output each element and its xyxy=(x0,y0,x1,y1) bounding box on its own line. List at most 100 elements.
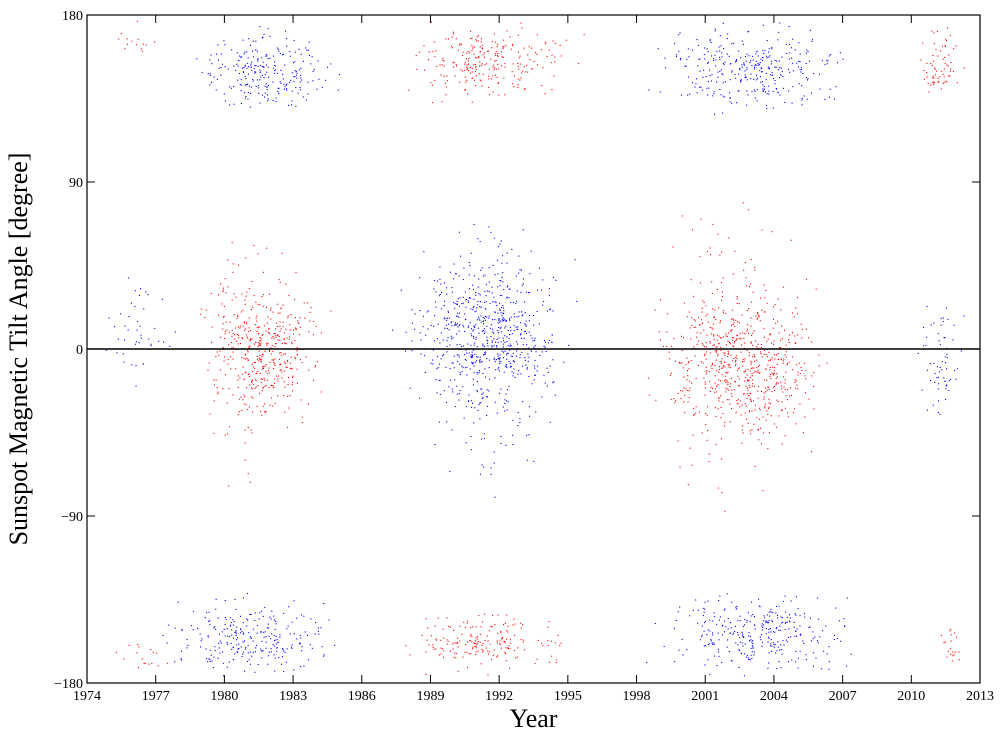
data-point xyxy=(309,644,311,646)
data-point xyxy=(470,357,472,359)
data-point xyxy=(227,433,229,435)
data-point xyxy=(475,294,477,296)
data-point xyxy=(549,308,551,310)
data-point xyxy=(259,359,261,361)
data-point xyxy=(783,358,785,360)
data-point xyxy=(759,409,761,411)
data-point xyxy=(250,67,252,69)
data-point xyxy=(699,639,701,641)
data-point xyxy=(744,56,746,58)
data-point xyxy=(737,368,739,370)
data-point xyxy=(695,412,697,414)
data-point xyxy=(763,350,765,352)
data-point xyxy=(533,379,535,381)
data-point xyxy=(682,367,684,369)
data-point xyxy=(497,246,499,248)
data-point xyxy=(475,71,477,73)
data-point xyxy=(473,298,475,300)
data-point xyxy=(713,58,715,60)
data-point xyxy=(298,69,300,71)
data-point xyxy=(294,327,296,329)
data-point xyxy=(140,288,142,290)
data-point xyxy=(707,62,709,64)
data-point xyxy=(737,403,739,405)
x-tick-label: 1995 xyxy=(554,689,582,704)
data-point xyxy=(233,621,235,623)
data-point xyxy=(142,363,144,365)
data-point xyxy=(715,388,717,390)
data-point xyxy=(709,352,711,354)
data-point xyxy=(440,653,442,655)
data-point xyxy=(244,299,246,301)
data-point xyxy=(296,347,298,349)
data-point xyxy=(706,406,708,408)
data-point xyxy=(120,33,122,35)
data-point xyxy=(533,324,535,326)
data-point xyxy=(142,43,144,45)
data-point xyxy=(290,79,292,81)
data-point xyxy=(475,651,477,653)
data-point xyxy=(707,321,709,323)
data-point xyxy=(739,68,741,70)
data-point xyxy=(716,50,718,52)
data-point xyxy=(476,304,478,306)
data-point xyxy=(443,75,445,77)
data-point xyxy=(275,335,277,337)
data-point xyxy=(499,362,501,364)
data-point xyxy=(782,362,784,364)
data-point xyxy=(762,88,764,90)
data-point xyxy=(287,361,289,363)
data-point xyxy=(480,402,482,404)
data-point xyxy=(838,620,840,622)
data-point xyxy=(287,395,289,397)
data-point xyxy=(471,356,473,358)
data-point xyxy=(472,48,474,50)
data-point xyxy=(439,293,441,295)
data-point xyxy=(512,419,514,421)
data-point xyxy=(254,651,256,653)
data-point xyxy=(544,341,546,343)
data-point xyxy=(719,361,721,363)
data-point xyxy=(772,107,774,109)
data-point xyxy=(242,39,244,41)
data-point xyxy=(264,385,266,387)
data-point xyxy=(678,649,680,651)
data-point xyxy=(727,352,729,354)
data-point xyxy=(763,379,765,381)
data-point xyxy=(481,644,483,646)
data-point xyxy=(503,346,505,348)
data-point xyxy=(664,57,666,59)
data-point xyxy=(686,370,688,372)
data-point xyxy=(486,358,488,360)
data-point xyxy=(493,332,495,334)
data-point xyxy=(727,363,729,365)
data-point xyxy=(468,400,470,402)
data-point xyxy=(715,351,717,353)
data-point xyxy=(794,635,796,637)
data-point xyxy=(201,71,203,73)
data-point xyxy=(497,355,499,357)
data-point xyxy=(801,337,803,339)
data-point xyxy=(281,354,283,356)
data-point xyxy=(240,103,242,105)
data-point xyxy=(710,254,712,256)
data-point xyxy=(264,403,266,405)
data-point xyxy=(752,646,754,648)
data-point xyxy=(265,64,267,66)
data-point xyxy=(306,49,308,51)
data-point xyxy=(131,364,133,366)
data-point xyxy=(275,620,277,622)
data-point xyxy=(236,639,238,641)
data-point xyxy=(245,257,247,259)
data-point xyxy=(441,101,443,103)
data-point xyxy=(551,334,553,336)
data-point xyxy=(777,400,779,402)
data-point xyxy=(796,296,798,298)
data-point xyxy=(488,267,490,269)
data-point xyxy=(771,48,773,50)
data-point xyxy=(757,78,759,80)
data-point xyxy=(250,309,252,311)
data-point xyxy=(732,360,734,362)
data-point xyxy=(482,392,484,394)
data-point xyxy=(166,642,168,644)
